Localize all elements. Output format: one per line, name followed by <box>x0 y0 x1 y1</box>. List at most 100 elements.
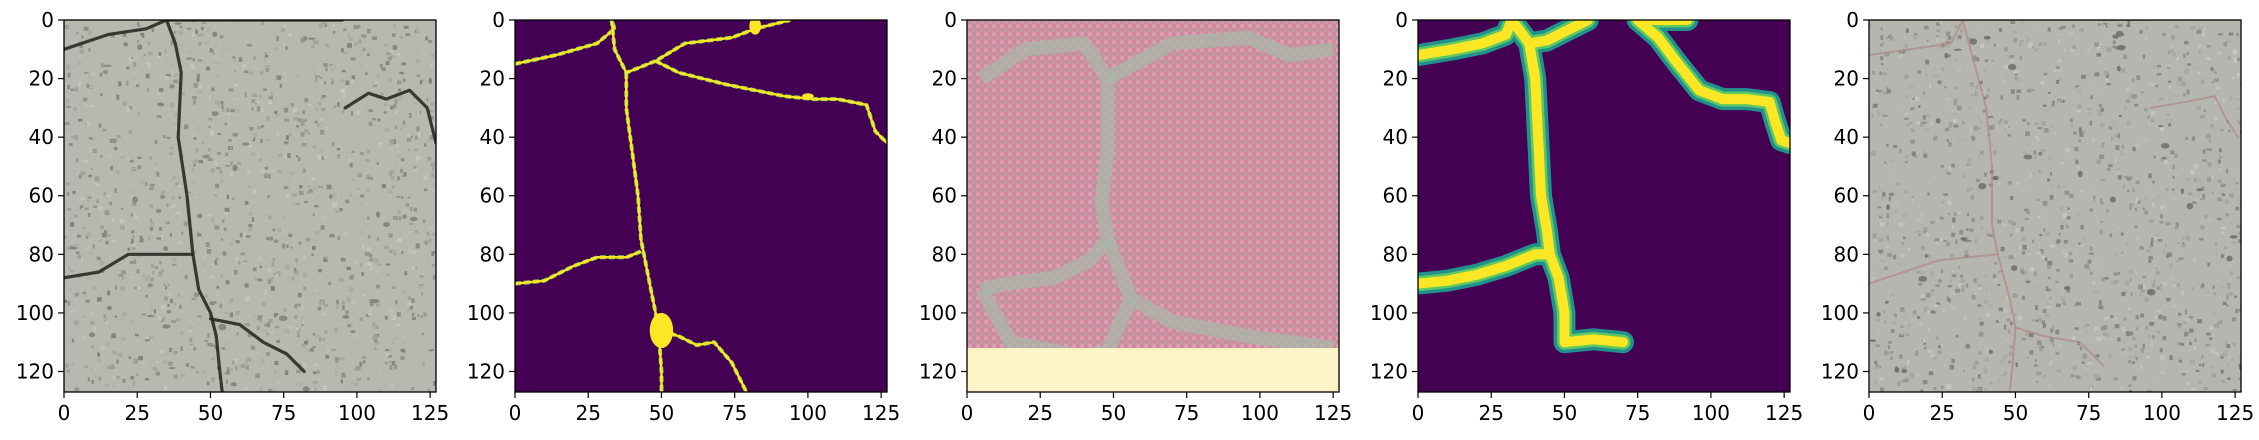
speck <box>332 193 337 199</box>
speck <box>1989 125 1994 130</box>
speck <box>210 263 215 266</box>
speck <box>2040 81 2045 85</box>
speck <box>351 379 354 385</box>
speck <box>244 283 249 288</box>
speck <box>111 218 115 222</box>
speck <box>2235 187 2239 190</box>
speck <box>2187 189 2192 194</box>
speck <box>2086 133 2091 136</box>
speck <box>1980 43 1984 49</box>
speck <box>2235 98 2241 101</box>
speck <box>314 120 318 124</box>
speck <box>1925 73 1928 77</box>
speck <box>349 162 353 168</box>
speck <box>256 106 261 112</box>
speck <box>2217 159 2221 164</box>
speck <box>298 190 304 196</box>
speck <box>276 380 280 384</box>
speck <box>377 66 383 71</box>
panel-image <box>64 20 436 392</box>
speck <box>1886 236 1890 241</box>
speck <box>160 349 164 354</box>
speck <box>1900 338 1906 343</box>
speck <box>412 312 415 317</box>
speck <box>147 236 151 241</box>
speck <box>1972 386 1976 391</box>
speck <box>276 339 280 343</box>
x-tick-label: 50 <box>649 401 674 425</box>
speck <box>1989 370 1992 374</box>
speck <box>313 40 319 45</box>
speck <box>283 141 289 145</box>
speck <box>347 46 352 50</box>
speck <box>190 365 196 369</box>
speck <box>1961 366 1965 371</box>
pit <box>1869 339 1877 343</box>
speck <box>2084 374 2089 377</box>
pit <box>2115 30 2124 37</box>
speck <box>2162 33 2166 37</box>
speck <box>245 296 251 301</box>
speck <box>319 149 324 154</box>
speck <box>340 88 346 94</box>
speck <box>120 155 126 159</box>
speck <box>367 377 370 381</box>
speck <box>2015 77 2021 83</box>
pit <box>218 323 227 331</box>
speck <box>297 118 303 122</box>
speck <box>2199 26 2203 31</box>
speck <box>431 251 434 256</box>
speck <box>374 269 379 275</box>
speck <box>1976 388 1982 392</box>
speck <box>368 121 373 126</box>
speck <box>1945 127 1950 132</box>
speck <box>336 147 341 151</box>
speck <box>355 365 361 371</box>
speck <box>2132 94 2137 99</box>
speck <box>2090 95 2093 99</box>
speck <box>2082 326 2085 332</box>
speck <box>2074 249 2077 253</box>
speck <box>2007 133 2011 137</box>
speck <box>2223 351 2228 357</box>
speck <box>232 360 235 365</box>
speck <box>145 336 148 341</box>
speck <box>244 92 247 98</box>
speck <box>359 361 363 367</box>
speck <box>64 122 70 126</box>
speck <box>106 365 111 370</box>
speck <box>309 348 315 352</box>
speck <box>2060 206 2063 211</box>
speck <box>307 99 312 105</box>
speck <box>368 282 372 287</box>
speck <box>405 203 410 207</box>
speck <box>2183 68 2189 74</box>
speck <box>1955 58 1958 62</box>
speck <box>1928 332 1932 335</box>
speck <box>1884 267 1887 270</box>
speck <box>2115 231 2119 237</box>
speck <box>389 364 393 370</box>
speck <box>2108 126 2113 130</box>
speck <box>177 293 181 298</box>
speck <box>2236 111 2241 116</box>
speck <box>1998 270 2002 273</box>
speck <box>259 138 264 144</box>
speck <box>387 189 393 193</box>
speck <box>1928 154 1933 158</box>
speck <box>396 154 401 157</box>
speck <box>1960 279 1965 283</box>
checker-artifacts <box>967 20 1339 392</box>
speck <box>85 299 90 303</box>
pit <box>212 31 218 37</box>
speck <box>2185 235 2190 241</box>
speck <box>2207 218 2213 222</box>
speck <box>364 252 370 256</box>
speck <box>1921 94 1924 99</box>
speck <box>242 261 248 267</box>
speck <box>1930 220 1935 225</box>
speck <box>329 224 333 229</box>
speck <box>82 293 87 298</box>
speck <box>374 339 378 342</box>
